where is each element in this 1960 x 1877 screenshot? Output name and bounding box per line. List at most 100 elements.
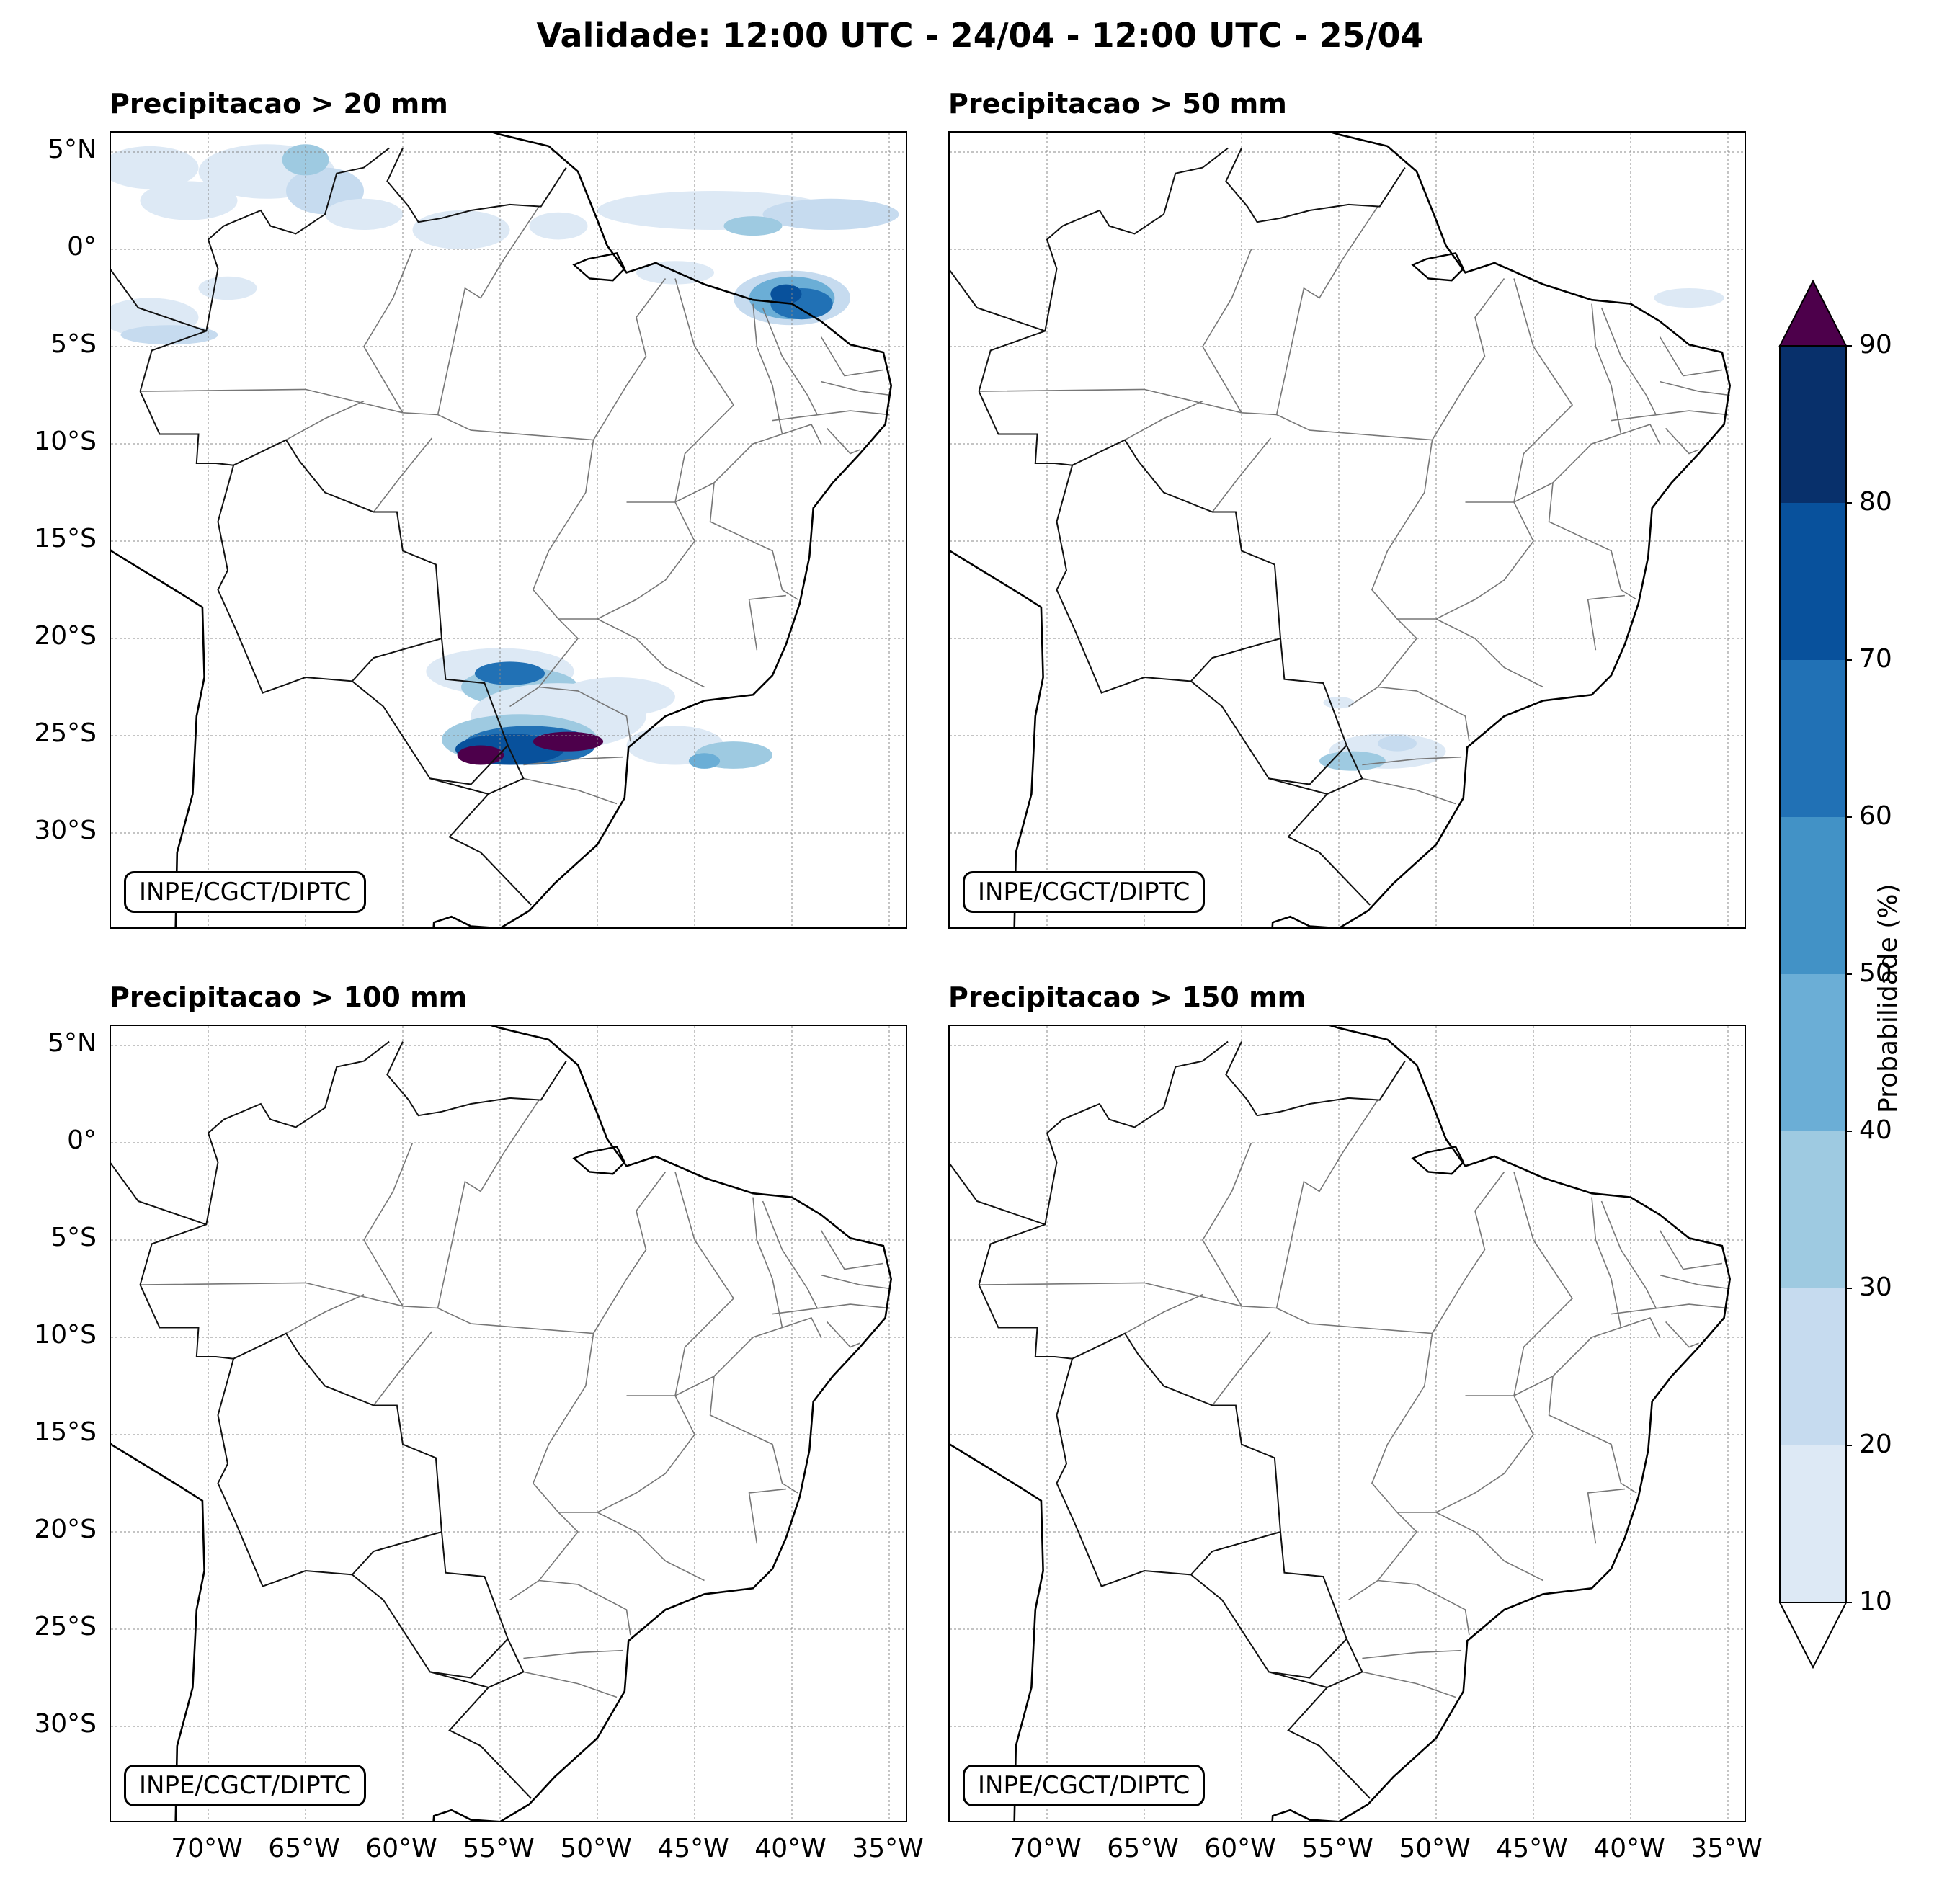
country-border xyxy=(139,1040,390,1285)
lon-label: 35°W xyxy=(852,1834,924,1863)
country-border xyxy=(978,391,1371,906)
state-border xyxy=(821,1274,891,1290)
colorbar-segment xyxy=(1780,503,1846,660)
lat-label: 0° xyxy=(67,1125,97,1155)
lat-label: 20°S xyxy=(34,621,97,651)
island-outline xyxy=(1411,1146,1465,1175)
country-border xyxy=(429,744,509,785)
state-border xyxy=(538,686,631,742)
lon-label: 55°W xyxy=(463,1834,535,1863)
state-border xyxy=(1124,1293,1203,1334)
credit-label: INPE/CGCT/DIPTC xyxy=(963,1765,1206,1806)
country-border xyxy=(1268,1638,1348,1679)
state-border xyxy=(1275,1100,1378,1308)
coastline xyxy=(111,549,205,927)
state-border xyxy=(979,388,1433,441)
map-20mm xyxy=(111,133,906,927)
probability-blob xyxy=(120,325,218,345)
country-border xyxy=(1190,1574,1328,1688)
probability-blob xyxy=(770,284,802,304)
colorbar-tick-label: 30 xyxy=(1859,1272,1892,1302)
probability-blob xyxy=(558,677,675,716)
lat-label: 5°S xyxy=(50,1223,97,1252)
state-border xyxy=(1275,206,1378,415)
state-border xyxy=(523,777,618,805)
state-border xyxy=(1513,424,1661,503)
country-border xyxy=(1056,1358,1281,1587)
credit-label: INPE/CGCT/DIPTC xyxy=(963,871,1206,913)
map-100mm xyxy=(111,1026,906,1821)
coastline xyxy=(1271,133,1732,927)
state-border xyxy=(1211,437,1272,512)
map-150mm xyxy=(950,1026,1745,1821)
country-border xyxy=(978,1284,1371,1799)
colorbar-segment xyxy=(1780,974,1846,1131)
state-border xyxy=(820,336,884,377)
island-outline xyxy=(572,252,626,282)
state-border xyxy=(748,1488,786,1544)
probability-blob xyxy=(325,198,403,230)
state-border xyxy=(827,427,860,455)
state-border xyxy=(1348,440,1433,708)
lat-label: 5°N xyxy=(48,135,97,164)
state-border xyxy=(373,1331,433,1406)
country-border xyxy=(950,269,1046,332)
state-border xyxy=(1431,1172,1505,1334)
lon-label: 45°W xyxy=(657,1834,729,1863)
state-border xyxy=(1124,400,1203,441)
colorbar-segment xyxy=(1780,660,1846,817)
lon-label: 60°W xyxy=(365,1834,437,1863)
country-border xyxy=(978,147,1229,392)
state-border xyxy=(1431,278,1505,441)
island-outline xyxy=(572,1146,626,1175)
probability-blob xyxy=(762,198,899,230)
state-border xyxy=(1600,307,1657,415)
map-panel-100mm: INPE/CGCT/DIPTC xyxy=(110,1025,907,1822)
state-border xyxy=(1397,1395,1534,1513)
probability-field xyxy=(111,144,899,769)
colorbar-tick-label: 40 xyxy=(1859,1115,1892,1145)
colorbar-tick-label: 50 xyxy=(1859,958,1892,988)
country-border xyxy=(139,391,532,906)
colorbar-segment xyxy=(1780,817,1846,974)
map-50mm xyxy=(950,133,1745,927)
coastline xyxy=(950,549,1044,927)
state-border xyxy=(523,1649,623,1659)
state-border xyxy=(1548,482,1637,600)
probability-blob xyxy=(1319,751,1386,771)
lon-label: 65°W xyxy=(268,1834,340,1863)
panel-title-100mm: Precipitacao > 100 mm xyxy=(110,981,468,1013)
state-border xyxy=(1587,1488,1625,1544)
panel-title-20mm: Precipitacao > 20 mm xyxy=(110,88,448,120)
lon-label: 50°W xyxy=(1399,1834,1471,1863)
lat-label: 25°S xyxy=(34,1612,97,1641)
lon-label: 70°W xyxy=(171,1834,243,1863)
state-border xyxy=(509,440,594,708)
probability-blob xyxy=(457,745,504,765)
state-border xyxy=(437,206,540,415)
colorbar-tick-label: 90 xyxy=(1859,330,1892,360)
country-border xyxy=(429,1638,509,1679)
colorbar-tick-label: 60 xyxy=(1859,801,1892,831)
country-border xyxy=(1225,1041,1406,1117)
state-border xyxy=(762,1200,818,1308)
state-border xyxy=(827,1321,860,1348)
lon-label: 45°W xyxy=(1496,1834,1568,1863)
coastline xyxy=(111,1443,205,1821)
state-border xyxy=(772,1303,890,1315)
state-border xyxy=(592,1172,667,1334)
coastline xyxy=(950,1443,1044,1821)
lat-label: 5°N xyxy=(48,1028,97,1058)
state-border xyxy=(523,1671,618,1698)
coastline xyxy=(432,1026,893,1821)
state-border xyxy=(1377,1579,1470,1636)
state-border xyxy=(1611,1303,1729,1315)
state-border xyxy=(1362,1649,1462,1659)
state-border xyxy=(1377,686,1470,742)
state-border xyxy=(709,482,798,600)
state-border xyxy=(821,380,891,396)
colorbar-tick-label: 80 xyxy=(1859,487,1892,517)
state-border xyxy=(1211,1331,1272,1406)
probability-blob xyxy=(198,276,257,300)
country-border xyxy=(139,1284,532,1799)
